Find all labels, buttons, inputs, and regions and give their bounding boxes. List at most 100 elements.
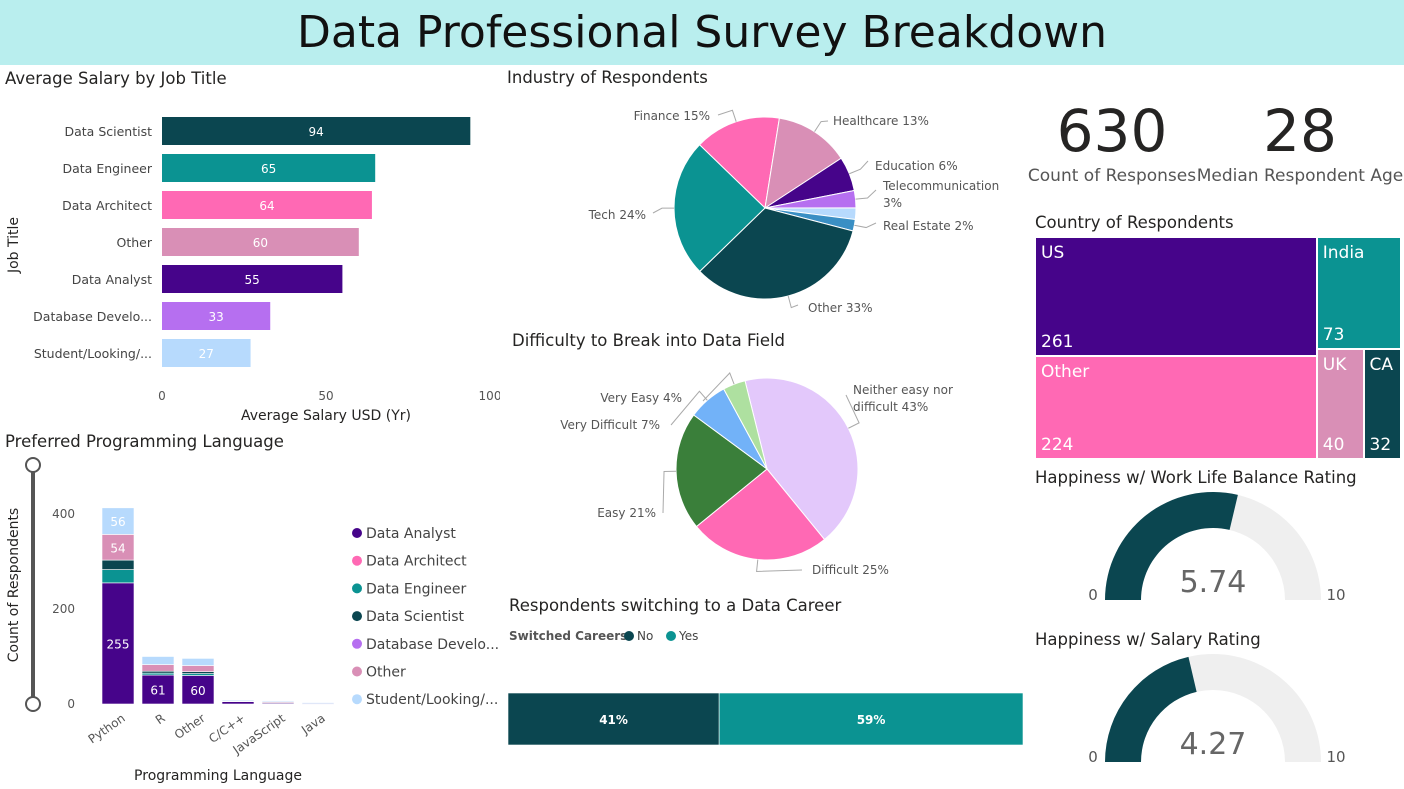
gauge-fill (1105, 491, 1238, 600)
salary-data-label: 94 (309, 125, 324, 139)
language-bar-segment (221, 701, 255, 705)
difficulty-leader-line (756, 559, 803, 572)
salary-data-label: 65 (261, 162, 276, 176)
difficulty-slice-label: Difficult 25% (812, 563, 889, 577)
difficulty-leader-line (662, 470, 677, 514)
switch-data-label: 41% (599, 713, 628, 727)
treemap-tile: India 73 (1316, 237, 1401, 349)
language-legend-label: Other (366, 665, 406, 681)
range-slider-handle-bottom[interactable] (25, 696, 41, 712)
switch-bar-segment (507, 692, 720, 746)
language-bar-segment (101, 582, 135, 705)
range-slider-handle-top[interactable] (25, 457, 41, 473)
title-banner (0, 0, 1404, 65)
difficulty-pie-chart: Neither easy nor difficult 43% Difficult 2… (560, 372, 953, 577)
switch-legend-title: Switched Careers (509, 629, 627, 643)
salary-category-label: Database Develo... (33, 309, 152, 324)
treemap-tile-name: Other (1041, 362, 1090, 383)
switch-legend-marker (666, 631, 676, 641)
language-chart-title: Preferred Programming Language (5, 432, 284, 451)
industry-slice-label: Real Estate 2% (883, 219, 974, 233)
language-x-tick: R (153, 711, 168, 727)
salary-category-label: Data Scientist (65, 124, 153, 139)
page-title: Data Professional Survey Breakdown (296, 7, 1108, 58)
language-x-tick: Other (172, 711, 208, 742)
language-bar-segment (141, 674, 175, 705)
salary-category-label: Data Analyst (72, 272, 152, 287)
switch-data-label: 59% (857, 713, 886, 727)
language-legend-marker (352, 694, 362, 705)
salary-x-axis-label: Average Salary USD (Yr) (241, 408, 411, 424)
salary-data-label: 60 (253, 236, 268, 250)
salary-bar (162, 117, 471, 145)
language-data-label: 54 (110, 541, 125, 555)
language-x-tick: Python (86, 711, 128, 746)
treemap-tile-name: UK (1322, 354, 1347, 375)
kpi-age-value: 28 (1263, 97, 1337, 165)
industry-slice-label: Healthcare 13% (833, 114, 929, 128)
language-bar-segment (141, 656, 175, 665)
treemap-tile: CA 32 (1363, 348, 1401, 459)
language-bar-segment (261, 700, 295, 702)
salary-data-label: 33 (208, 310, 223, 324)
gauge-max-label: 10 (1326, 586, 1345, 604)
salary-category-label: Student/Looking/... (34, 346, 152, 361)
switch-legend-label: Yes (678, 629, 698, 643)
industry-leader-line (854, 222, 877, 229)
language-legend-marker (352, 528, 362, 538)
language-bar-segment (101, 569, 135, 584)
salary-bar (162, 154, 376, 182)
language-data-label: 60 (190, 684, 205, 698)
language-legend-label: Data Engineer (366, 581, 466, 597)
gauge-max-label: 10 (1326, 748, 1345, 766)
language-legend-label: Data Architect (366, 554, 467, 570)
country-chart-title: Country of Respondents (1035, 213, 1234, 232)
industry-slice-label: Education 6% (875, 159, 958, 173)
industry-leader-line (717, 109, 737, 122)
treemap-tile-name: India (1322, 243, 1365, 263)
language-bar-segment (101, 507, 135, 535)
kpi-responses-value: 630 (1056, 97, 1168, 165)
language-data-label: 56 (110, 515, 125, 529)
language-data-label: 61 (150, 684, 165, 698)
salary-bar-chart: Data Scientist 94 Data Engineer 65 Data Arch… (6, 117, 500, 424)
gauge-salary-title: Happiness w/ Salary Rating (1035, 630, 1261, 649)
industry-leader-line (849, 160, 869, 175)
treemap-tile: UK 40 (1316, 348, 1364, 459)
language-legend-label: Data Analyst (366, 526, 456, 542)
industry-leader-line (855, 189, 877, 200)
gauge-fill (1105, 656, 1197, 762)
salary-bar (162, 265, 343, 293)
gauge-salary: 4.27 0 10 (1088, 654, 1346, 766)
gauge-wlb: 5.74 0 10 (1088, 491, 1346, 604)
difficulty-leader-line (845, 394, 860, 429)
gauge-value-label: 4.27 (1180, 727, 1247, 762)
industry-slice-label: Other 33% (808, 301, 873, 315)
language-y-tick: 0 (67, 697, 75, 711)
difficulty-slice-label: Easy 21% (597, 506, 656, 520)
switch-legend-marker (624, 631, 634, 641)
treemap-tile: Other 224 (1035, 356, 1317, 459)
treemap-tile-name: CA (1369, 354, 1394, 375)
language-bar-segment (101, 559, 135, 570)
salary-x-tick: 0 (158, 389, 166, 403)
industry-slice-label: Finance 15% (634, 109, 710, 123)
industry-chart-title: Industry of Respondents (507, 68, 708, 87)
gauge-wlb-title: Happiness w/ Work Life Balance Rating (1035, 468, 1357, 487)
salary-bar (162, 228, 359, 256)
language-stacked-chart: 02004002555456Python61R60OtherC/C++JavaS… (6, 457, 499, 784)
language-legend-marker (352, 638, 362, 649)
language-x-axis-label: Programming Language (134, 768, 302, 784)
salary-bar (162, 302, 271, 330)
difficulty-leader-line (702, 372, 735, 402)
treemap-tile: US 261 (1035, 237, 1317, 357)
salary-data-label: 27 (199, 347, 214, 361)
difficulty-slice (675, 414, 768, 528)
language-bar-segment (141, 664, 175, 672)
gauge-min-label: 0 (1088, 586, 1098, 604)
language-bar-segment (181, 658, 215, 666)
salary-category-label: Data Engineer (63, 161, 153, 176)
salary-bar (162, 191, 372, 219)
gauge-value-label: 5.74 (1180, 565, 1247, 600)
language-legend-label: Database Develo... (366, 637, 499, 653)
